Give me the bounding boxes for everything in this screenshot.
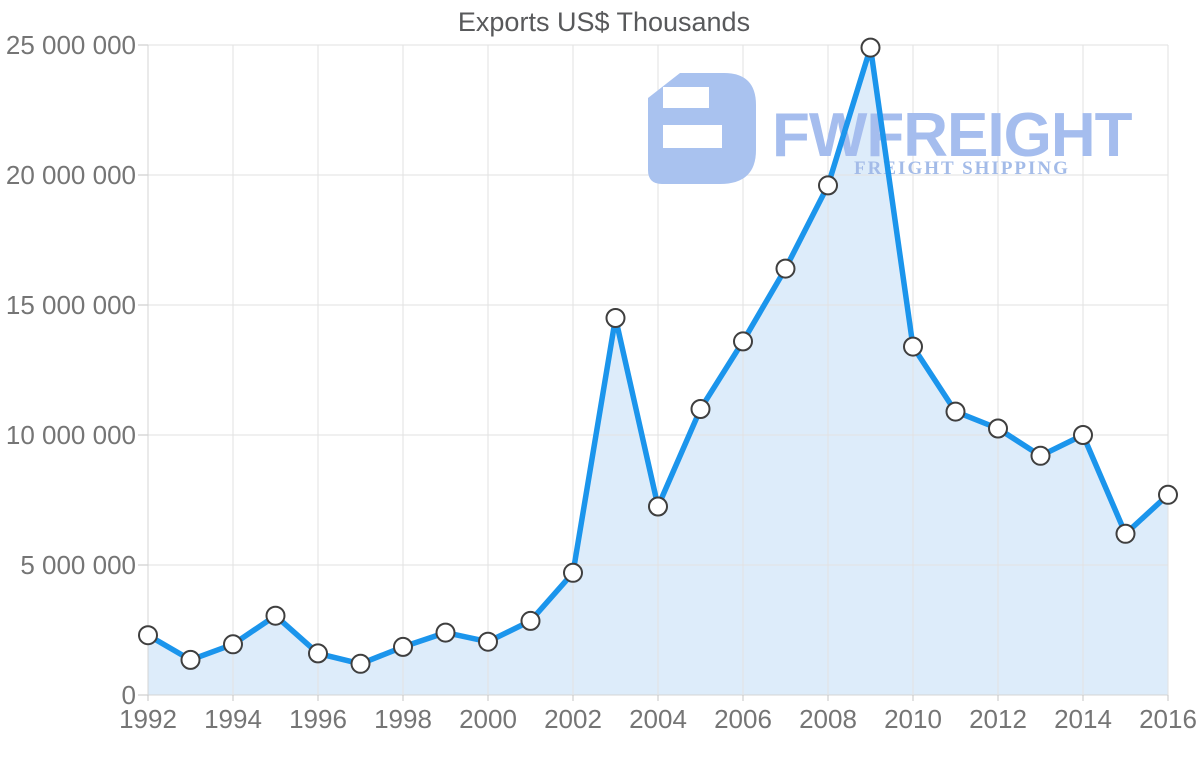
x-tick-label: 2014 [1054,704,1112,734]
watermark-brand-text: FWFREIGHT [772,101,1133,170]
y-axis-labels: 0 5 000 000 10 000 000 15 000 000 20 000 000… [6,30,136,710]
data-point-1998[interactable] [393,636,413,657]
data-point-1997[interactable] [350,653,371,674]
x-tick-label: 1998 [374,704,432,734]
data-point-1993[interactable] [180,649,201,670]
data-point-2008[interactable] [818,175,838,196]
x-tick-label: 2012 [969,704,1027,734]
data-point-2003[interactable] [605,308,626,328]
chart-title: Exports US$ Thousands [458,7,750,37]
data-point-2002[interactable] [563,562,583,583]
watermark: FWFREIGHT FREIGHT SHIPPING [648,73,1134,184]
y-tick-label: 15 000 000 [6,290,136,320]
data-point-2012[interactable] [988,418,1008,439]
series-markers-group [138,37,1178,674]
y-tick-label: 20 000 000 [6,160,136,190]
data-point-2013[interactable] [1030,445,1051,466]
data-point-2009[interactable] [860,37,881,58]
y-tick-label: 5 000 000 [20,550,136,580]
data-point-2010[interactable] [903,336,923,357]
x-tick-label: 1992 [119,704,177,734]
x-tick-label: 2006 [714,704,772,734]
x-axis-labels: 1992 1994 1996 1998 2000 2002 2004 2006 2008 2010… [119,704,1197,734]
x-tick-label: 1996 [289,704,347,734]
x-tick-label: 2000 [459,704,517,734]
logo-notch-middle [663,125,722,148]
x-tick-label: 2008 [799,704,857,734]
data-point-2001[interactable] [520,610,541,631]
data-point-2015[interactable] [1115,523,1136,544]
data-point-2007[interactable] [775,258,796,279]
data-point-2005[interactable] [690,399,711,419]
data-point-1992[interactable] [138,625,158,646]
data-point-2006[interactable] [733,331,753,352]
x-tick-label: 2004 [629,704,687,734]
x-tick-label: 1994 [204,704,262,734]
data-point-2011[interactable] [945,401,966,422]
y-tick-label: 25 000 000 [6,30,136,60]
data-point-1996[interactable] [308,643,328,664]
data-point-1994[interactable] [223,634,243,655]
data-point-2004[interactable] [648,496,668,517]
x-tick-label: 2002 [544,704,602,734]
y-tick-label: 0 [122,680,136,710]
x-tick-label: 2016 [1139,704,1197,734]
watermark-subtitle-text: FREIGHT SHIPPING [854,158,1070,179]
fwfreight-logo-icon [648,73,756,184]
data-point-1999[interactable] [435,622,456,643]
data-point-2000[interactable] [478,631,498,652]
logo-notch-top [663,87,709,108]
data-point-2016[interactable] [1158,484,1178,505]
data-point-2014[interactable] [1073,425,1093,445]
x-tick-label: 2010 [884,704,942,734]
data-point-1995[interactable] [265,605,286,626]
y-tick-label: 10 000 000 [6,420,136,450]
